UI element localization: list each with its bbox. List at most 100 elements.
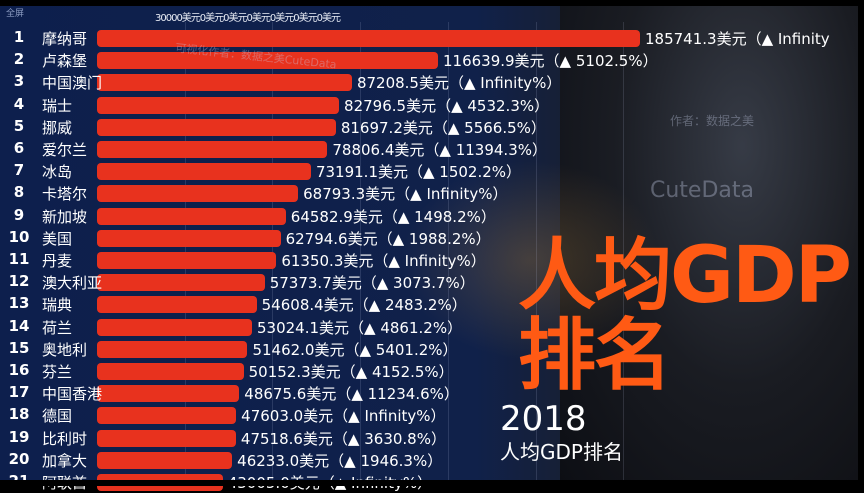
bar-row: 7 冰岛 73191.1美元（▲ 1502.2%） xyxy=(0,160,864,182)
country-label: 中国香港 xyxy=(42,385,103,404)
bar xyxy=(97,274,265,292)
value-label: 73191.1美元（▲ 1502.2%） xyxy=(315,163,522,182)
value-label: 185741.3美元（▲ Infinity xyxy=(645,30,830,48)
bar-row: 6 爱尔兰 78806.4美元（▲ 11394.3%） xyxy=(0,138,864,160)
bar-row: 12 澳大利亚 57373.7美元（▲ 3073.7%） xyxy=(0,271,864,293)
bar-row: 20 加拿大 46233.0美元（▲ 1946.3%） xyxy=(0,449,864,471)
x-axis-tick-labels: 30000美元0美元0美元0美元0美元0美元0美元 xyxy=(155,13,341,24)
bar xyxy=(97,52,438,70)
bar-row: 4 瑞士 82796.5美元（▲ 4532.3%） xyxy=(0,94,864,116)
watermark: CuteData xyxy=(650,178,754,203)
bar-row: 19 比利时 47518.6美元（▲ 3630.8%） xyxy=(0,427,864,449)
bar-row: 10 美国 62794.6美元（▲ 1988.2%） xyxy=(0,227,864,249)
bar-row: 16 芬兰 50152.3美元（▲ 4152.5%） xyxy=(0,360,864,382)
country-label: 芬兰 xyxy=(42,363,73,381)
fullscreen-button[interactable]: 全屏 xyxy=(6,9,25,19)
value-label: 57373.7美元（▲ 3073.7%） xyxy=(269,274,475,293)
subtitle: 人均GDP排名 xyxy=(500,440,623,464)
bar-row: 3 中国澳门 87208.5美元（▲ Infinity%） xyxy=(0,71,864,93)
country-label: 德国 xyxy=(42,407,73,426)
bar xyxy=(97,451,233,469)
rank-label: 18 xyxy=(8,405,30,424)
country-label: 冰岛 xyxy=(42,163,73,182)
rank-label: 6 xyxy=(13,139,25,157)
value-label: 82796.5美元（▲ 4532.3%） xyxy=(344,96,550,115)
bar xyxy=(97,96,340,114)
country-label: 比利时 xyxy=(42,429,88,448)
rank-label: 10 xyxy=(8,227,30,246)
big-title: 人均GDP排名 xyxy=(518,231,852,401)
country-label: 荷兰 xyxy=(42,318,73,337)
gridline xyxy=(623,22,625,486)
value-label: 61350.3美元（▲ Infinity%） xyxy=(281,252,486,270)
bar-row: 2 卢森堡 116639.9美元（▲ 5102.5%） xyxy=(0,49,864,71)
rank-label: 1 xyxy=(13,28,25,46)
bar xyxy=(97,163,311,181)
value-label: 54608.4美元（▲ 2483.2%） xyxy=(261,296,467,315)
country-label: 瑞士 xyxy=(42,96,73,115)
bar-row: 13 瑞典 54608.4美元（▲ 2483.2%） xyxy=(0,293,864,315)
country-label: 爱尔兰 xyxy=(42,141,88,159)
year-label: 2018 xyxy=(500,399,587,439)
rank-label: 3 xyxy=(13,72,25,91)
value-label: 62794.6美元（▲ 1988.2%） xyxy=(285,229,491,248)
rank-label: 4 xyxy=(13,94,25,113)
country-label: 加拿大 xyxy=(42,451,88,470)
country-label: 卡塔尔 xyxy=(42,185,88,204)
country-label: 挪威 xyxy=(42,118,73,137)
gridline xyxy=(447,22,449,486)
gridline xyxy=(535,22,537,486)
background-glow xyxy=(400,160,660,360)
bar xyxy=(97,185,299,203)
value-label: 48675.6美元（▲ 11234.6%） xyxy=(244,385,459,404)
country-label: 摩纳哥 xyxy=(42,30,88,48)
value-label: 64582.9美元（▲ 1498.2%） xyxy=(290,207,496,226)
watermark: 作者：数据之美 xyxy=(670,114,755,128)
rank-label: 5 xyxy=(13,116,25,135)
bottom-border xyxy=(0,480,864,486)
rank-label: 8 xyxy=(13,183,25,202)
value-label: 51462.0美元（▲ 5401.2%） xyxy=(252,340,458,359)
rank-label: 2 xyxy=(13,50,25,69)
bar xyxy=(97,207,286,225)
country-label: 中国澳门 xyxy=(42,74,103,93)
gridline xyxy=(360,22,362,486)
value-label: 53024.1美元（▲ 4861.2%） xyxy=(257,318,463,337)
bar xyxy=(97,296,257,314)
rank-label: 7 xyxy=(13,161,25,180)
right-border xyxy=(858,0,864,486)
bar xyxy=(97,74,352,92)
bar xyxy=(97,118,336,136)
country-label: 美国 xyxy=(42,229,73,248)
rank-label: 14 xyxy=(8,316,30,335)
rank-label: 16 xyxy=(8,361,30,379)
rank-label: 15 xyxy=(8,338,30,357)
rank-label: 11 xyxy=(8,250,30,268)
rank-label: 12 xyxy=(8,272,30,291)
bar xyxy=(97,252,277,269)
rank-label: 17 xyxy=(8,383,30,402)
rank-label: 9 xyxy=(13,205,25,224)
bar-row: 18 德国 47603.0美元（▲ Infinity%） xyxy=(0,404,864,426)
country-label: 卢森堡 xyxy=(42,52,88,71)
bar xyxy=(97,407,237,425)
top-border xyxy=(0,0,864,6)
bar xyxy=(97,318,252,336)
country-label: 新加坡 xyxy=(42,207,88,226)
bar-row: 1 摩纳哥 185741.3美元（▲ Infinity xyxy=(0,27,864,49)
bar-row: 9 新加坡 64582.9美元（▲ 1498.2%） xyxy=(0,205,864,227)
rank-label: 13 xyxy=(8,294,30,313)
bar-row: 14 荷兰 53024.1美元（▲ 4861.2%） xyxy=(0,316,864,338)
value-label: 47518.6美元（▲ 3630.8%） xyxy=(240,429,446,448)
bar-row: 15 奥地利 51462.0美元（▲ 5401.2%） xyxy=(0,338,864,360)
bar-row: 5 挪威 81697.2美元（▲ 5566.5%） xyxy=(0,116,864,138)
bar xyxy=(97,385,240,403)
value-label: 116639.9美元（▲ 5102.5%） xyxy=(442,52,658,71)
value-label: 81697.2美元（▲ 5566.5%） xyxy=(340,118,546,137)
bar-row: 17 中国香港 48675.6美元（▲ 11234.6%） xyxy=(0,382,864,404)
bar-row: 8 卡塔尔 68793.3美元（▲ Infinity%） xyxy=(0,182,864,204)
country-label: 奥地利 xyxy=(42,340,88,359)
bar xyxy=(97,363,244,380)
bar xyxy=(97,141,328,158)
bar xyxy=(97,30,640,47)
